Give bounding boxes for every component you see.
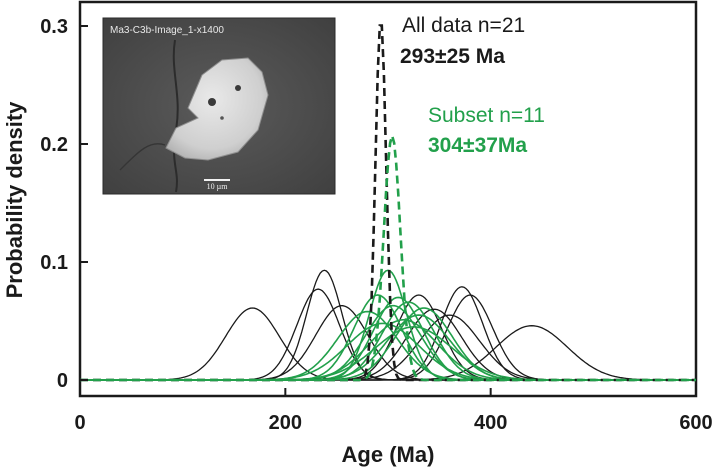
grain-inclusion-2 [235, 85, 241, 91]
y-axis-title: Probability density [2, 101, 27, 299]
plot-frame [78, 0, 698, 398]
subset-curve-5 [80, 304, 696, 381]
inset-title: Ma3-C3b-Image_1-x1400 [110, 25, 224, 36]
x-tick-label-200: 200 [269, 412, 302, 434]
curves-group [80, 24, 696, 382]
y-tick-label-0.1: 0.1 [40, 252, 68, 274]
all-data-value: 293±25 Ma [400, 45, 505, 68]
subset-curve-6 [80, 307, 696, 381]
mineral-grain [165, 57, 269, 161]
all-data-curve-4 [80, 305, 696, 381]
subset-summary-curve [80, 130, 696, 382]
x-tick-label-400: 400 [474, 412, 507, 434]
subset-curve-9 [80, 319, 696, 381]
y-tick-label-0.2: 0.2 [40, 134, 68, 156]
x-axis-title: Age (Ma) [342, 442, 435, 467]
all-data-label: All data n=21 [402, 14, 525, 37]
x-tick-label-600: 600 [679, 412, 712, 434]
axes-group: 0 200 400 600 0 0.1 0.2 0.3 [40, 16, 713, 434]
subset-value: 304±37Ma [428, 134, 527, 157]
x-tick-label-0: 0 [74, 412, 85, 434]
grain-inclusion-3 [220, 116, 224, 120]
subset-curve-3 [80, 296, 696, 381]
y-tick-label-0.3: 0.3 [40, 16, 68, 38]
all-data-curve-1 [80, 307, 696, 381]
inset-crack-2 [119, 143, 166, 171]
inset-micrograph: Ma3-C3b-Image_1-x1400 10 µm [102, 17, 336, 195]
grain-inclusion [208, 98, 216, 106]
y-tick-label-0: 0 [57, 370, 68, 392]
subset-curve-10 [80, 322, 696, 381]
all-data-curve-6 [80, 286, 696, 381]
scale-bar-label: 10 µm [207, 182, 229, 191]
subset-label: Subset n=11 [428, 104, 545, 127]
